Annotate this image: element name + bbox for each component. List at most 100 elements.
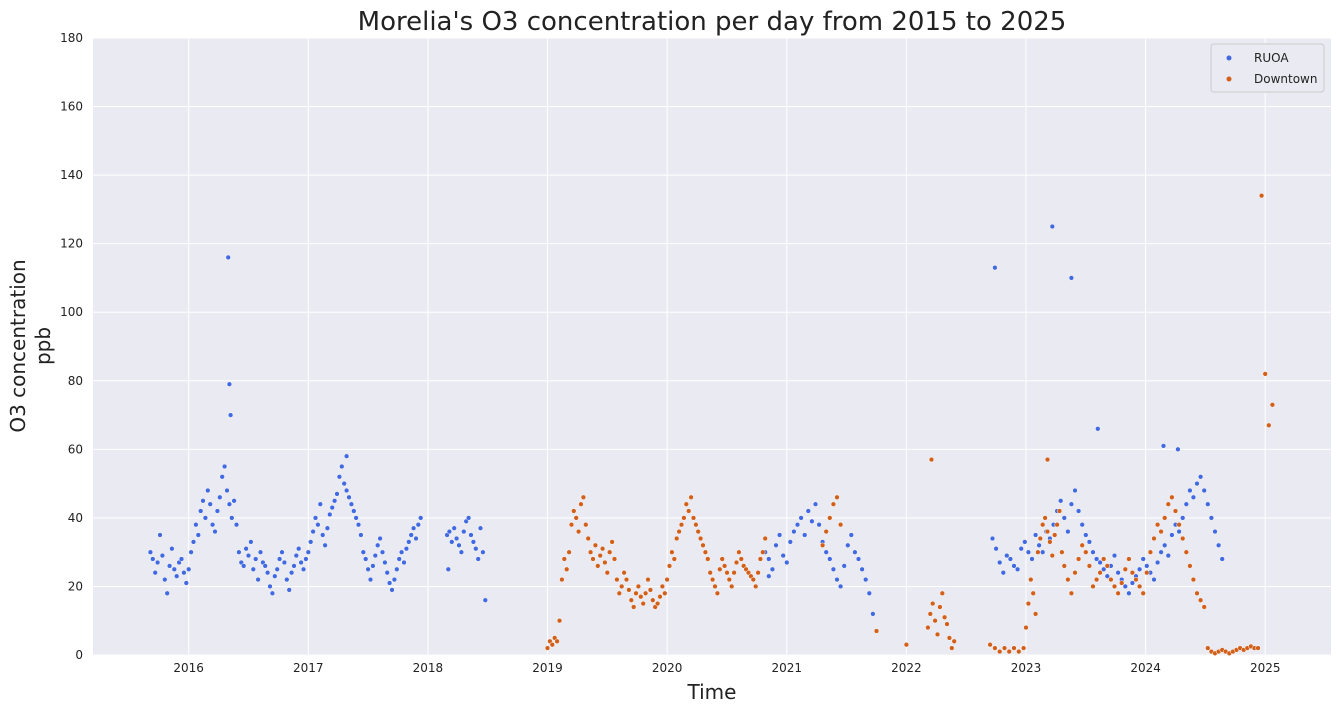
point-downtown	[819, 542, 826, 548]
point-downtown	[1133, 576, 1139, 583]
point-ruoa	[198, 508, 204, 514]
point-ruoa	[322, 542, 328, 548]
point-downtown	[544, 645, 551, 651]
point-ruoa	[1093, 556, 1100, 562]
point-ruoa	[1190, 494, 1197, 500]
point-ruoa	[363, 556, 369, 562]
point-ruoa	[205, 487, 211, 494]
point-ruoa	[480, 549, 486, 555]
point-downtown	[830, 501, 837, 507]
point-downtown	[640, 600, 646, 607]
point-ruoa	[398, 549, 405, 555]
point-ruoa	[1154, 559, 1161, 566]
point-ruoa	[992, 265, 998, 271]
y-tick-labels: 0 20 40 60 80 100 120 140 160 180	[60, 31, 83, 662]
point-ruoa	[355, 522, 362, 528]
point-ruoa	[286, 587, 292, 593]
point-ruoa	[997, 559, 1003, 566]
point-downtown	[697, 535, 704, 542]
point-downtown	[951, 638, 957, 644]
point-downtown	[645, 576, 651, 583]
point-ruoa	[193, 522, 199, 528]
point-ruoa	[327, 511, 333, 518]
point-ruoa	[401, 559, 407, 566]
point-ruoa	[178, 556, 185, 562]
point-downtown	[695, 528, 701, 535]
point-ruoa	[1212, 528, 1218, 535]
point-ruoa	[1075, 508, 1082, 514]
point-ruoa	[195, 532, 201, 538]
point-ruoa	[274, 566, 280, 572]
point-downtown	[597, 552, 603, 559]
point-ruoa	[174, 573, 180, 579]
y-tick-label: 20	[68, 579, 83, 593]
point-downtown	[1061, 563, 1067, 569]
point-ruoa	[461, 528, 467, 535]
point-downtown	[568, 522, 575, 528]
point-ruoa	[805, 508, 811, 514]
point-downtown	[654, 600, 661, 607]
point-ruoa	[190, 539, 197, 545]
point-ruoa	[334, 491, 340, 497]
point-ruoa	[360, 549, 366, 555]
point-downtown	[686, 508, 692, 514]
point-downtown	[1006, 648, 1012, 655]
legend: RUOA Downtown	[1210, 43, 1325, 93]
point-ruoa	[1011, 563, 1017, 569]
point-downtown	[1119, 580, 1125, 586]
point-ruoa	[1014, 566, 1021, 572]
point-downtown	[1129, 570, 1136, 576]
point-ruoa	[1115, 570, 1121, 576]
point-ruoa	[870, 611, 876, 617]
y-tick-label: 0	[75, 648, 83, 662]
point-downtown	[1180, 535, 1186, 542]
point-ruoa	[1144, 563, 1150, 569]
point-ruoa	[1162, 542, 1168, 548]
point-ruoa	[382, 559, 388, 566]
point-downtown	[726, 576, 732, 583]
point-ruoa	[410, 525, 417, 531]
point-ruoa	[353, 515, 359, 521]
point-downtown	[949, 645, 955, 651]
y-tick-label: 80	[68, 374, 83, 388]
point-downtown	[1086, 563, 1093, 569]
point-ruoa	[150, 556, 156, 562]
point-downtown	[1162, 515, 1168, 521]
point-ruoa	[253, 556, 259, 562]
point-downtown	[650, 597, 656, 603]
point-downtown	[1115, 590, 1121, 596]
point-ruoa	[802, 532, 808, 538]
point-ruoa	[229, 515, 235, 521]
point-downtown	[1072, 570, 1078, 576]
point-ruoa	[233, 522, 240, 528]
point-ruoa	[1101, 566, 1107, 572]
point-downtown	[1136, 583, 1143, 590]
point-ruoa	[1072, 487, 1078, 494]
point-downtown	[721, 563, 728, 569]
point-ruoa	[331, 498, 338, 504]
point-ruoa	[791, 528, 797, 535]
point-downtown	[934, 631, 941, 638]
point-ruoa	[859, 566, 865, 572]
point-ruoa	[315, 522, 321, 528]
point-ruoa	[267, 583, 273, 590]
point-ruoa	[773, 542, 779, 548]
point-ruoa	[863, 576, 869, 583]
y-axis-title-line2: ppb	[31, 327, 55, 365]
point-downtown	[1111, 583, 1118, 590]
point-downtown	[1054, 522, 1060, 528]
point-ruoa	[776, 532, 783, 538]
point-ruoa	[264, 570, 271, 576]
point-downtown	[1183, 549, 1189, 555]
point-downtown	[760, 549, 766, 555]
point-downtown	[676, 528, 682, 535]
point-ruoa	[227, 412, 234, 418]
point-ruoa	[1068, 275, 1075, 281]
point-downtown	[1020, 645, 1027, 651]
point-ruoa	[317, 501, 323, 507]
point-ruoa	[336, 474, 343, 480]
point-downtown	[702, 549, 709, 555]
point-ruoa	[248, 539, 254, 545]
point-downtown	[1108, 576, 1114, 583]
